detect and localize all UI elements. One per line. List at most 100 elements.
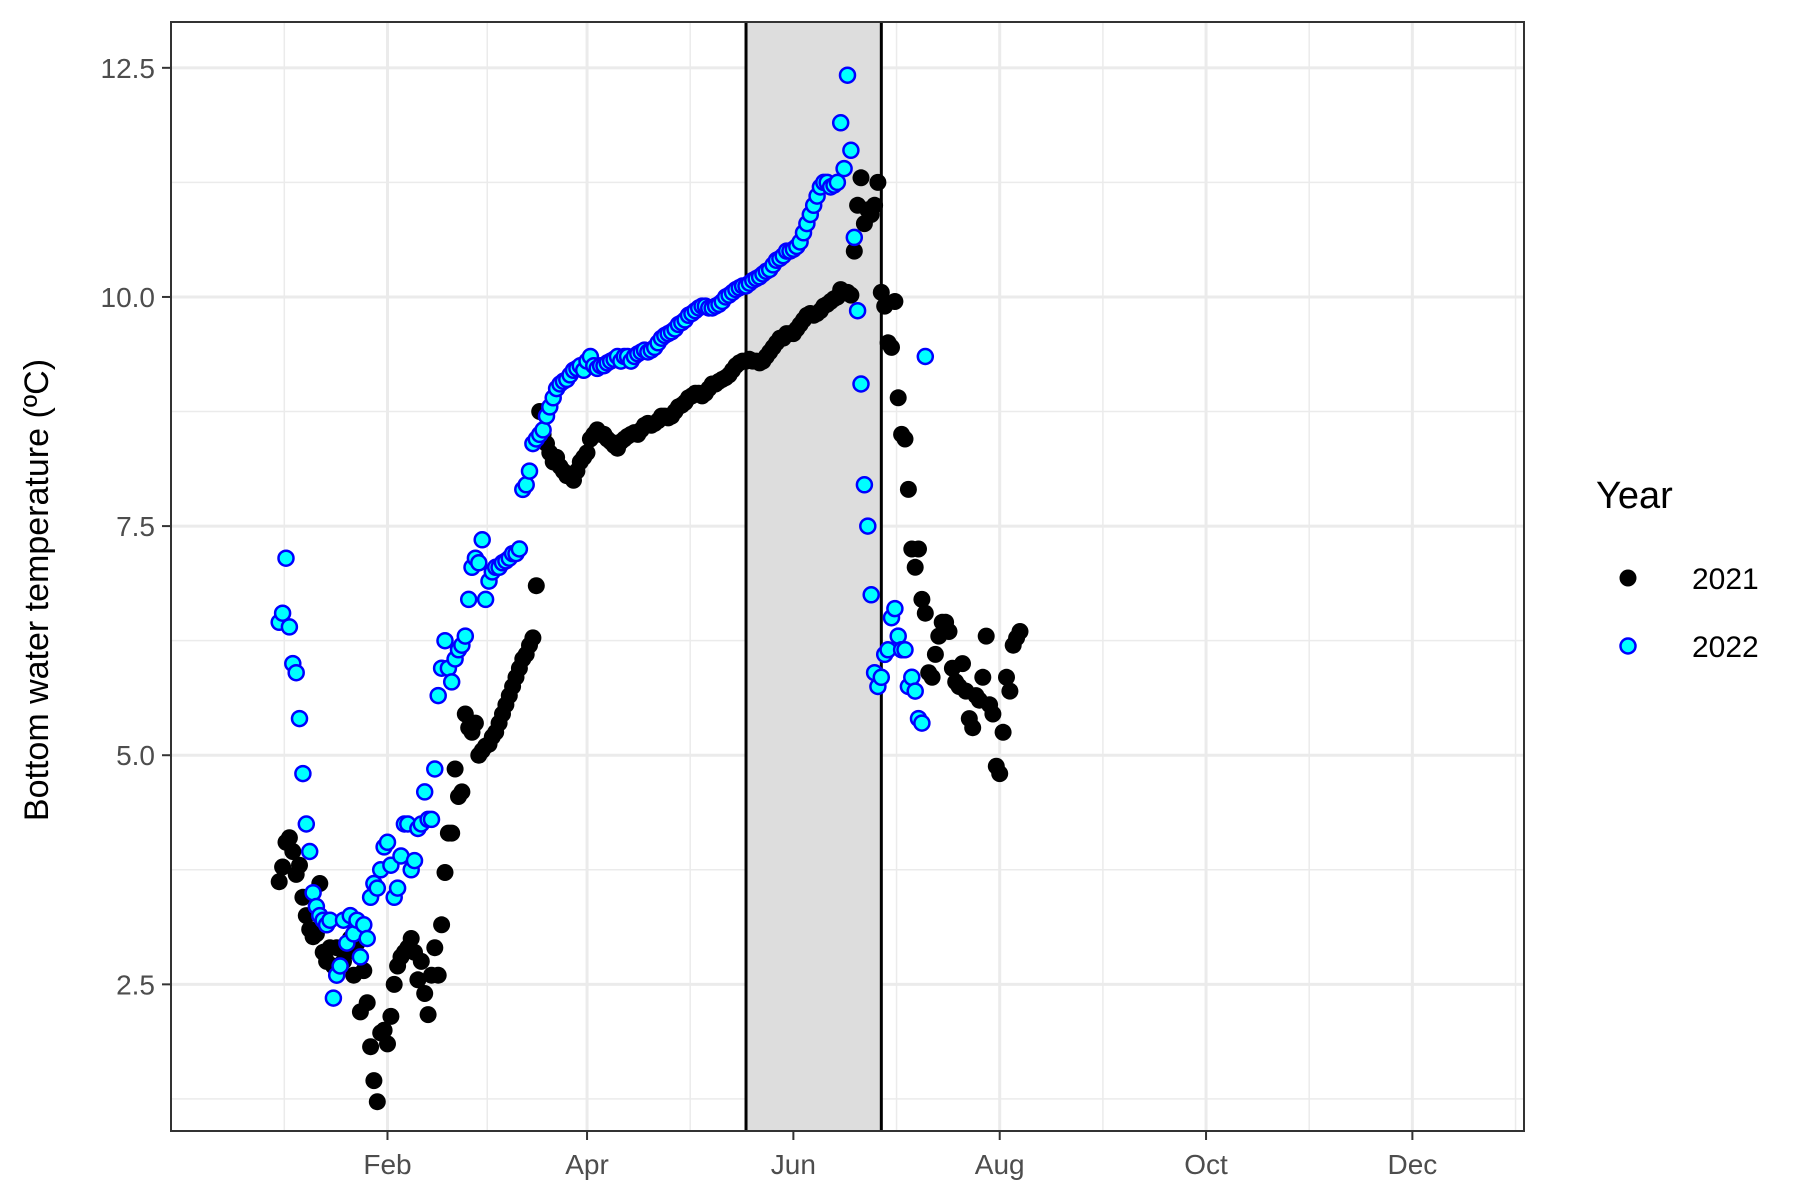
data-point-2021 xyxy=(940,623,958,640)
data-point-2021 xyxy=(379,1035,396,1053)
y-tick-label: 7.5 xyxy=(116,511,155,542)
data-point-2021 xyxy=(842,286,860,304)
data-point-2022 xyxy=(331,957,349,975)
legend-title: Year xyxy=(1596,475,1673,517)
data-point-2021 xyxy=(382,1007,400,1025)
data-point-2022 xyxy=(358,929,376,948)
x-axis: Feb Apr Jun Aug Oct Dec xyxy=(363,1131,1437,1180)
data-point-2022 xyxy=(294,764,312,783)
data-point-2022 xyxy=(300,842,319,861)
data-point-2022 xyxy=(859,517,877,535)
data-point-2021 xyxy=(906,558,924,576)
data-point-2022 xyxy=(415,783,434,801)
data-point-2022 xyxy=(290,709,309,728)
data-point-2021 xyxy=(385,975,403,993)
y-tick-label: 2.5 xyxy=(116,969,155,1000)
y-tick-label: 5.0 xyxy=(116,740,155,771)
data-point-2021 xyxy=(1011,623,1029,640)
data-point-2022 xyxy=(456,627,475,645)
data-point-2021 xyxy=(291,856,308,874)
data-point-2021 xyxy=(429,966,447,984)
data-point-2021 xyxy=(998,668,1015,686)
data-point-2022 xyxy=(872,668,891,687)
data-point-2021 xyxy=(913,590,931,608)
data-point-2021 xyxy=(954,655,971,673)
data-point-2021 xyxy=(284,843,302,860)
plot-panel xyxy=(170,21,1525,1132)
data-point-2021 xyxy=(886,293,904,310)
data-point-2022 xyxy=(280,618,299,636)
data-point-2022 xyxy=(368,879,387,897)
data-point-2022 xyxy=(429,686,447,705)
x-tick-label: Oct xyxy=(1184,1149,1228,1180)
data-point-2022 xyxy=(473,531,491,549)
grid-lines xyxy=(171,22,1524,1131)
data-point-2022 xyxy=(855,476,874,494)
data-point-2021 xyxy=(869,173,887,191)
series-2022-points xyxy=(270,66,935,1007)
data-point-2021 xyxy=(355,962,373,980)
data-point-2022 xyxy=(426,760,444,778)
data-point-2022 xyxy=(324,989,343,1007)
data-point-2021 xyxy=(994,723,1012,741)
data-point-2022 xyxy=(831,114,850,132)
data-point-2021 xyxy=(578,444,596,462)
data-point-2021 xyxy=(466,714,484,732)
data-point-2021 xyxy=(274,858,292,876)
data-point-2021 xyxy=(368,1093,386,1111)
data-point-2021 xyxy=(446,760,464,778)
data-point-2022 xyxy=(351,948,370,966)
data-point-2021 xyxy=(872,283,890,301)
data-point-2022 xyxy=(442,673,461,691)
data-point-2021 xyxy=(412,952,430,970)
data-point-2021 xyxy=(866,196,884,214)
data-point-2021 xyxy=(974,668,992,686)
data-point-2021 xyxy=(402,930,420,947)
data-point-2022 xyxy=(378,833,397,852)
data-point-2021 xyxy=(375,1021,393,1039)
data-point-2022 xyxy=(405,851,424,870)
data-point-2022 xyxy=(852,375,870,393)
legend: Year 2021 2022 xyxy=(1596,475,1759,664)
data-point-2022 xyxy=(848,301,867,320)
data-point-2021 xyxy=(977,627,995,645)
legend-marker-2022 xyxy=(1619,637,1637,655)
data-point-2022 xyxy=(828,173,847,192)
data-point-2022 xyxy=(287,663,305,682)
y-tick-label: 12.5 xyxy=(101,53,156,84)
x-tick-label: Aug xyxy=(975,1149,1025,1180)
panel-border xyxy=(170,21,1525,1132)
data-point-2022 xyxy=(273,604,292,622)
data-point-2022 xyxy=(436,631,454,650)
data-point-2022 xyxy=(459,590,478,609)
data-point-2021 xyxy=(416,985,434,1002)
data-point-2021 xyxy=(409,971,427,989)
data-point-2021 xyxy=(889,389,907,407)
data-point-2022 xyxy=(886,599,904,618)
data-point-2022 xyxy=(277,549,295,567)
legend-label-2021: 2021 xyxy=(1692,563,1759,596)
data-point-2021 xyxy=(527,577,545,595)
y-tick-label: 10.0 xyxy=(101,282,156,313)
data-point-2021 xyxy=(426,939,444,957)
data-point-2022 xyxy=(906,682,924,700)
data-point-2021 xyxy=(365,1072,383,1090)
x-tick-label: Jun xyxy=(771,1149,816,1180)
data-point-2022 xyxy=(916,347,935,366)
data-point-2021 xyxy=(923,668,941,686)
data-point-2021 xyxy=(964,719,982,737)
data-point-2021 xyxy=(916,604,934,622)
data-point-2022 xyxy=(297,815,316,833)
data-point-2022 xyxy=(862,586,880,604)
data-point-2021 xyxy=(991,765,1009,783)
data-point-2021 xyxy=(419,1006,437,1024)
data-point-2021 xyxy=(443,824,461,842)
data-point-2021 xyxy=(436,864,454,881)
data-point-2022 xyxy=(304,883,322,902)
data-point-2022 xyxy=(838,66,857,84)
data-point-2021 xyxy=(358,994,376,1012)
data-point-2021 xyxy=(984,705,1002,723)
data-point-2021 xyxy=(270,873,288,891)
